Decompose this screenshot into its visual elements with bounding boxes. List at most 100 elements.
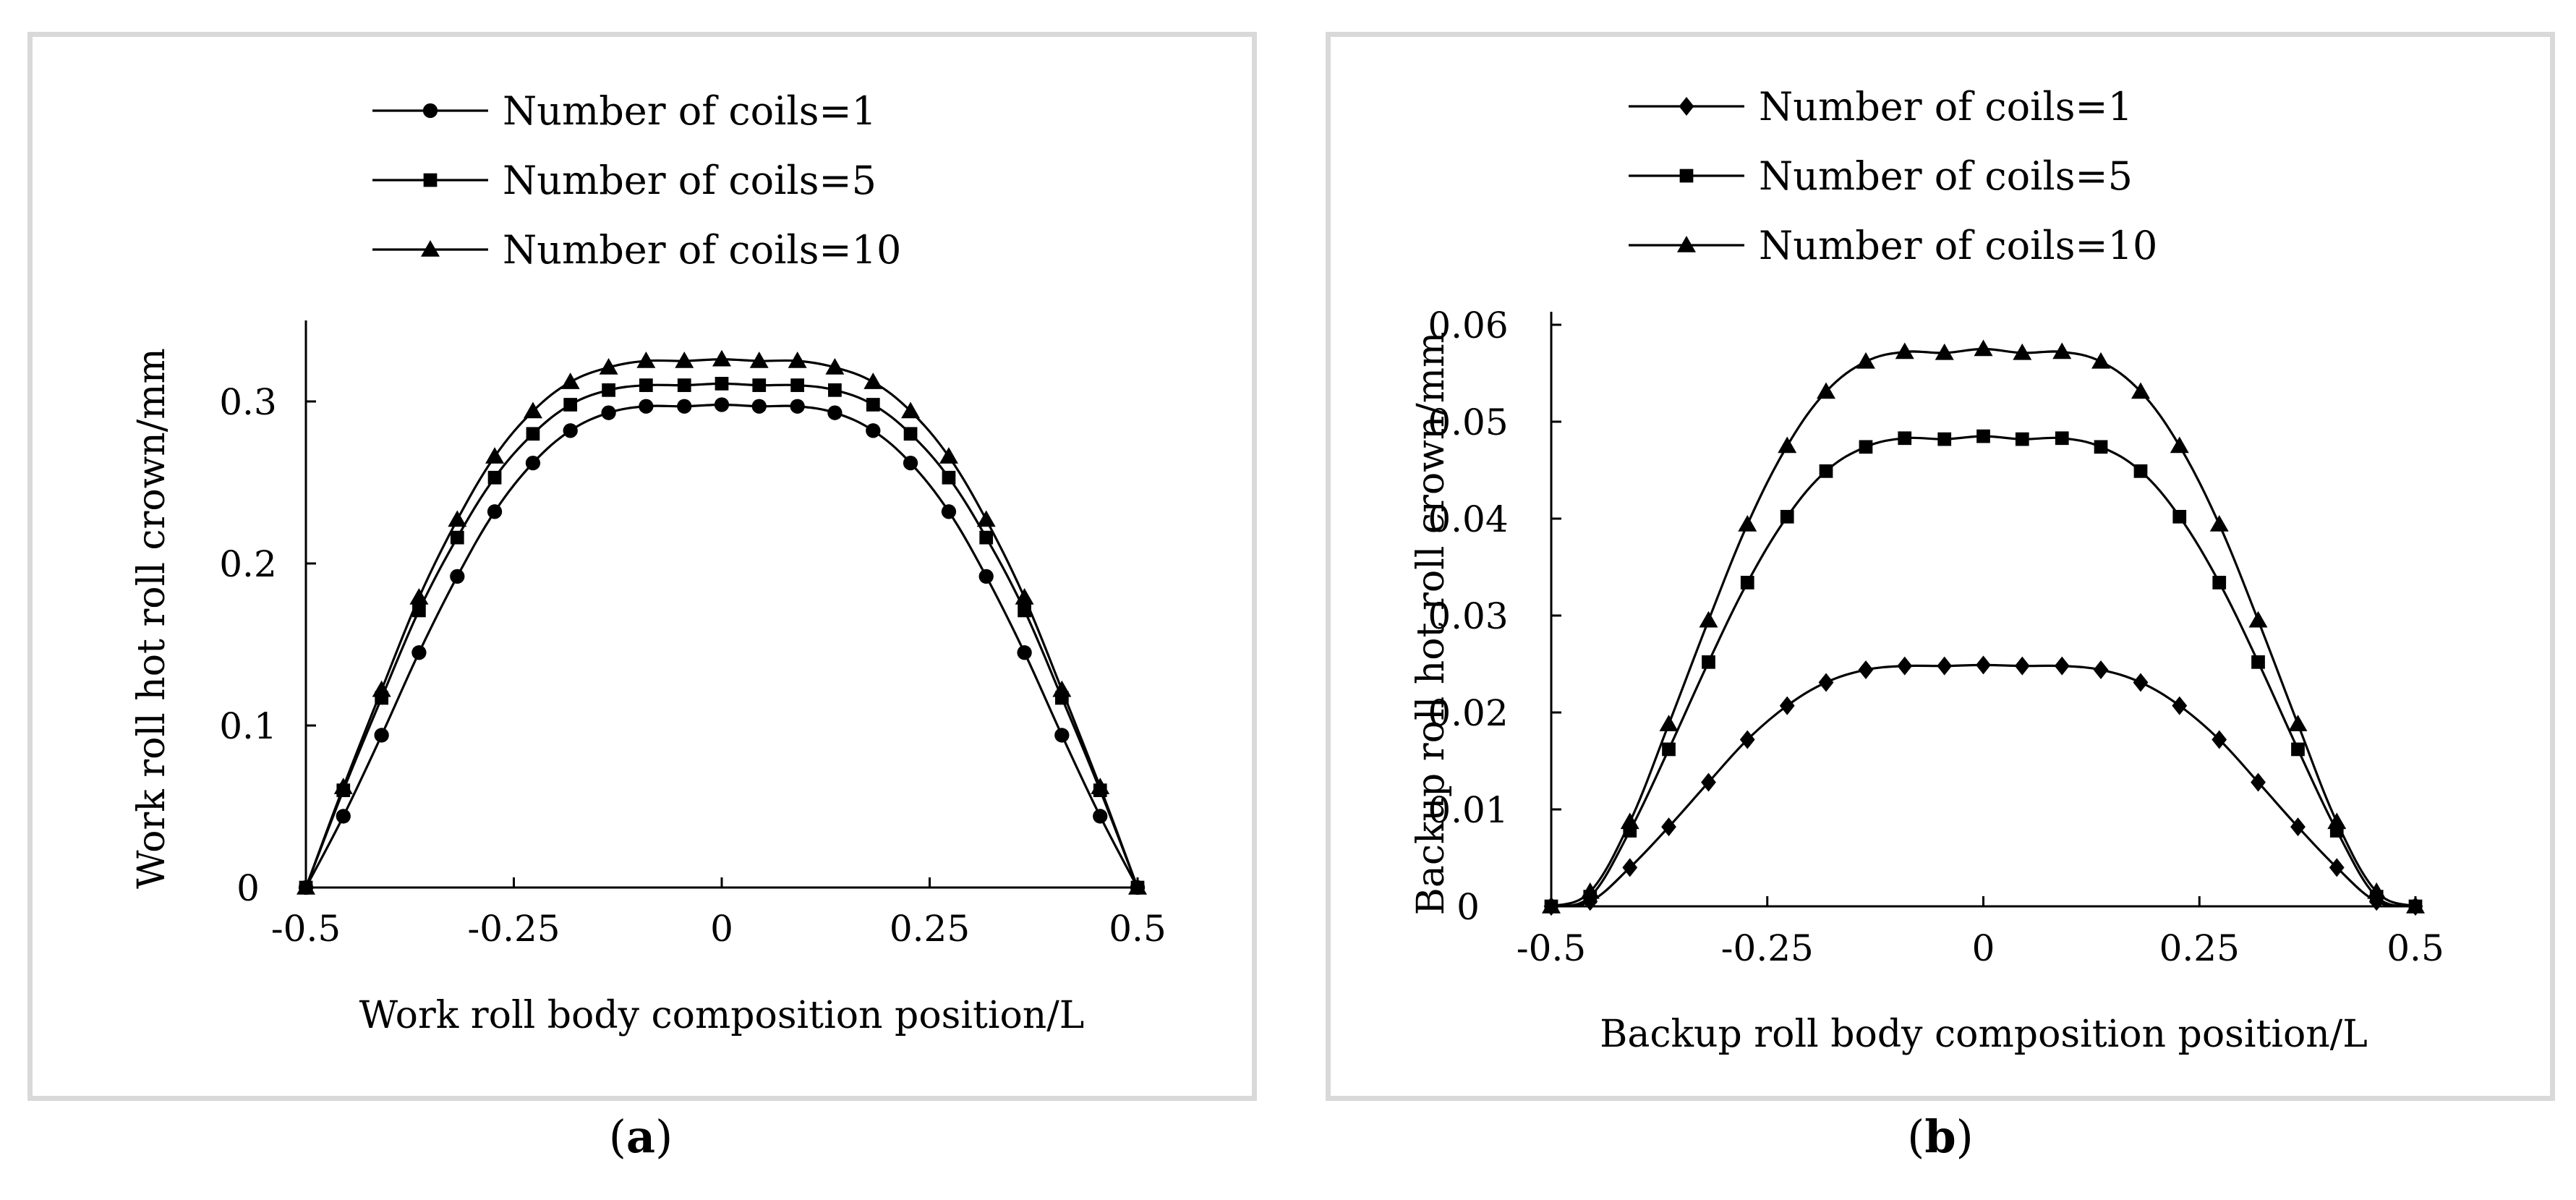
legend-entry: Number of coils=5 bbox=[372, 158, 877, 203]
data-point bbox=[1779, 696, 1795, 715]
data-point bbox=[901, 401, 921, 419]
data-point bbox=[2329, 858, 2345, 877]
data-point bbox=[2290, 817, 2306, 837]
x-tick-label: 0.5 bbox=[2387, 927, 2444, 969]
chart-b: 0 0.01 0.02 0.03 0.04 0.05 0.06 -0.5 -0.25 0 0.25 0… bbox=[1409, 84, 2444, 1056]
data-point bbox=[485, 447, 505, 464]
data-point bbox=[409, 588, 429, 605]
x-axis-label: Backup roll body composition position/L bbox=[1600, 1013, 2368, 1056]
data-point bbox=[2172, 696, 2188, 715]
data-point bbox=[1858, 660, 1874, 680]
x-tick-label: 0 bbox=[710, 908, 733, 950]
data-point bbox=[828, 383, 842, 397]
y-tick-label: 0.1 bbox=[219, 705, 277, 747]
data-point bbox=[636, 352, 656, 368]
data-point bbox=[563, 423, 578, 438]
data-point bbox=[2212, 576, 2227, 590]
data-point bbox=[487, 470, 502, 485]
data-point bbox=[714, 397, 730, 412]
legend-label: Number of coils=1 bbox=[1759, 84, 2133, 129]
data-point bbox=[2013, 343, 2032, 360]
data-point bbox=[2248, 610, 2268, 628]
data-point bbox=[599, 357, 618, 375]
data-point bbox=[790, 399, 805, 414]
data-point bbox=[2093, 660, 2109, 680]
data-point bbox=[677, 399, 692, 414]
data-point bbox=[639, 378, 653, 392]
panel-b: 0 0.01 0.02 0.03 0.04 0.05 0.06 -0.5 -0.25 0 0.25 0… bbox=[1326, 32, 2555, 1101]
data-point bbox=[450, 569, 465, 584]
data-point bbox=[749, 352, 769, 368]
data-point bbox=[563, 398, 578, 412]
data-point bbox=[2406, 897, 2425, 914]
y-tick-label: 0 bbox=[236, 867, 260, 909]
data-point bbox=[1818, 673, 1834, 692]
series-3 bbox=[1542, 339, 2425, 914]
x-tick-label: -0.25 bbox=[1721, 927, 1814, 969]
y-tick-label: 0.2 bbox=[219, 543, 277, 585]
data-point bbox=[2291, 742, 2305, 757]
data-point bbox=[1780, 509, 1794, 524]
data-point bbox=[523, 401, 542, 419]
data-point bbox=[1937, 432, 1952, 446]
data-point bbox=[1937, 656, 1953, 676]
data-point bbox=[979, 530, 994, 545]
data-point bbox=[675, 352, 694, 368]
data-point bbox=[333, 778, 353, 794]
y-tick-label: 0.04 bbox=[1428, 498, 1508, 540]
data-point bbox=[978, 569, 994, 584]
data-point bbox=[2091, 352, 2111, 369]
data-point bbox=[1662, 742, 1676, 757]
data-point bbox=[2212, 730, 2227, 749]
data-point bbox=[1738, 515, 1757, 532]
data-point bbox=[866, 423, 881, 438]
x-tick-label: -0.5 bbox=[271, 908, 341, 950]
data-point bbox=[1778, 436, 1797, 454]
data-point bbox=[751, 399, 767, 414]
data-point bbox=[560, 373, 580, 389]
series-line bbox=[304, 382, 1139, 888]
data-point bbox=[976, 510, 996, 527]
data-point bbox=[1015, 588, 1034, 605]
x-tick-label: -0.5 bbox=[1517, 927, 1586, 969]
y-axis-label: Work roll hot roll crown/mm bbox=[130, 348, 174, 889]
legend-marker bbox=[1679, 97, 1694, 116]
data-point bbox=[1052, 680, 1072, 697]
y-tick-label: 0.03 bbox=[1428, 595, 1508, 637]
data-point bbox=[752, 378, 767, 392]
data-point bbox=[788, 352, 807, 368]
data-point bbox=[2209, 515, 2229, 532]
data-point bbox=[372, 680, 391, 697]
data-point bbox=[903, 455, 918, 471]
data-point bbox=[715, 377, 729, 391]
legend-marker bbox=[1679, 169, 1694, 183]
data-point bbox=[2055, 431, 2069, 446]
legend-marker bbox=[421, 240, 440, 257]
data-point bbox=[2133, 673, 2149, 692]
data-point bbox=[866, 398, 880, 412]
x-tick-label: 0.25 bbox=[2159, 927, 2240, 969]
data-point bbox=[1897, 656, 1913, 676]
data-point bbox=[1974, 339, 1993, 357]
y-axis-label: Backup roll hot roll crown/mm bbox=[1409, 332, 1453, 916]
data-point bbox=[941, 504, 957, 519]
y-tick-label: 0.05 bbox=[1428, 401, 1508, 443]
x-tick-label: 0 bbox=[1972, 927, 1995, 969]
data-point bbox=[1701, 773, 1716, 792]
legend-entry: Number of coils=1 bbox=[1629, 84, 2133, 129]
data-point bbox=[1093, 809, 1108, 824]
data-point bbox=[827, 405, 843, 420]
series-1 bbox=[298, 397, 1146, 895]
data-point bbox=[790, 378, 805, 392]
legend-entry: Number of coils=5 bbox=[1629, 153, 2133, 199]
legend-marker bbox=[422, 103, 438, 119]
legend-marker bbox=[423, 173, 438, 187]
data-point bbox=[1017, 645, 1032, 660]
data-point bbox=[1740, 576, 1754, 590]
data-point bbox=[942, 470, 956, 485]
y-tick-label: 0.02 bbox=[1428, 692, 1508, 734]
legend-entry: Number of coils=10 bbox=[372, 227, 901, 273]
y-tick-label: 0.3 bbox=[219, 381, 277, 423]
data-point bbox=[1895, 342, 1914, 359]
data-point bbox=[939, 447, 958, 464]
